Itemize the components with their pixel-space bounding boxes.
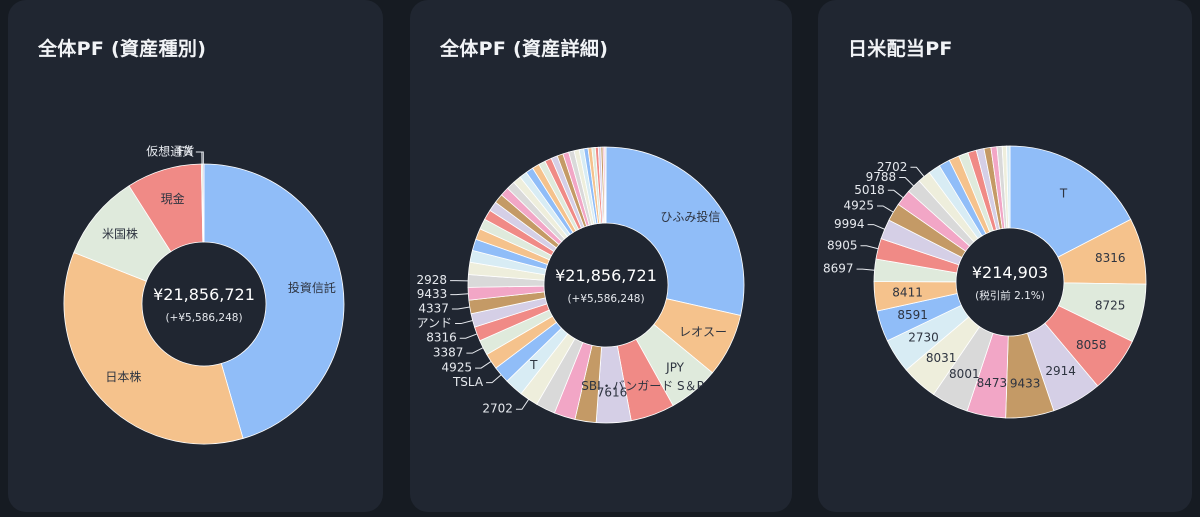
slice-label: 7616 — [597, 385, 628, 399]
slice-label: JPY — [665, 360, 685, 374]
slice-label: TSLA — [452, 375, 484, 389]
pie-slice[interactable] — [1006, 145, 1011, 229]
slice-label: 2914 — [1045, 364, 1076, 378]
slice-label: 2730 — [908, 331, 939, 345]
slice-label: 2702 — [877, 160, 908, 174]
slice-label: 8591 — [897, 308, 928, 322]
slice-label: 9994 — [834, 217, 865, 231]
card-asset-detail: 全体PF (資産詳細) ひふみ投信レオスー JPY SBI・バンガード S＆P 761… — [410, 0, 792, 512]
slice-label: 8001 — [949, 367, 980, 381]
leader-line — [856, 268, 875, 271]
slice-label: SBI・バンガード S＆P — [581, 379, 704, 393]
slice-label: 8031 — [926, 351, 957, 365]
leader-line — [466, 347, 484, 354]
center-total: ¥214,903 — [972, 263, 1048, 282]
center-subtext: (税引前 2.1%) — [975, 289, 1045, 302]
card-dividend: 日米配当PF T 8316 8725 8058 2914 9433 8473 8001 8031… — [818, 0, 1192, 512]
card-asset-type: 全体PF (資産種別) 投資信託日本株 米国株 現金 FX 仮想通貨 ¥21,856,72… — [8, 0, 383, 512]
leader-line — [877, 205, 894, 213]
slice-label: 9788 — [866, 170, 897, 184]
slice-label: アンド — [417, 316, 453, 330]
slice-label: 日本株 — [105, 369, 141, 384]
card-title: 日米配当PF — [848, 38, 953, 60]
slice-label: 投資信託 — [288, 280, 336, 295]
leader-line — [459, 333, 478, 339]
slice-label: T — [529, 358, 538, 372]
leader-line — [455, 319, 473, 325]
slice-label: 2702 — [482, 402, 513, 416]
leader-line — [899, 177, 915, 187]
slices — [63, 163, 345, 445]
leader-line — [867, 224, 885, 230]
slice-label: 8058 — [1076, 338, 1107, 352]
pie-slice[interactable] — [203, 163, 345, 439]
pie-slice[interactable] — [605, 146, 745, 316]
leader-line — [887, 189, 904, 199]
slice-label: 8411 — [892, 285, 923, 299]
slices — [467, 146, 745, 424]
slice-label: 8316 — [426, 331, 457, 345]
slice-label: 5018 — [854, 183, 885, 197]
card-title: 全体PF (資産詳細) — [440, 38, 609, 60]
slice-label: 現金 — [161, 191, 185, 206]
center-total: ¥21,856,721 — [555, 266, 657, 285]
slice-label: 4925 — [442, 361, 473, 375]
center-total: ¥21,856,721 — [153, 285, 255, 304]
center-subtext: (+¥5,586,248) — [567, 293, 644, 305]
slice-label: 3387 — [433, 346, 464, 360]
pie-slice[interactable] — [604, 146, 607, 224]
pie-slice[interactable] — [202, 163, 205, 243]
slice-label: 8905 — [827, 238, 858, 252]
pie-slice[interactable] — [63, 251, 244, 445]
leader-line — [451, 306, 470, 310]
slice-label: 2928 — [417, 273, 448, 287]
center-subtext: (+¥5,586,248) — [165, 312, 242, 324]
slice-label: 8697 — [823, 262, 854, 276]
leader-line — [910, 166, 925, 177]
pie-slice[interactable] — [1009, 145, 1132, 258]
slice-label: 8725 — [1095, 298, 1126, 312]
slice-label: 8473 — [977, 376, 1008, 390]
leader-line — [197, 151, 204, 165]
slice-label: 4337 — [418, 301, 449, 315]
slice-label: 仮想通貨 — [146, 144, 194, 159]
leader-line — [486, 374, 502, 384]
slice-label: ひふみ投信 — [660, 209, 720, 224]
slice-label: 4925 — [843, 198, 874, 212]
slice-label: T — [1059, 186, 1068, 200]
slice-label: 米国株 — [102, 226, 138, 241]
slice-label: FX — [178, 145, 193, 159]
leader-line — [860, 245, 879, 250]
leader-line — [515, 399, 530, 410]
card-title: 全体PF (資産種別) — [38, 38, 207, 60]
slice-label: 9433 — [417, 287, 448, 301]
leader-line — [195, 151, 203, 165]
slice-label: 8316 — [1095, 251, 1126, 265]
slice-label: レオスー — [679, 325, 727, 339]
leader-line — [450, 293, 469, 296]
slices — [873, 145, 1147, 419]
leader-line — [475, 361, 492, 369]
slice-label: 9433 — [1010, 376, 1041, 390]
